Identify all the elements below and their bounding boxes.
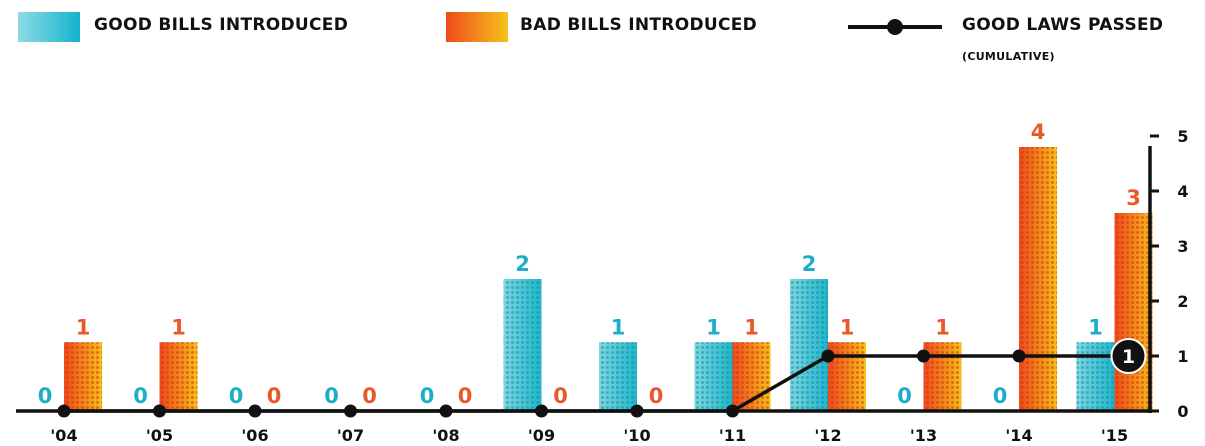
good-bill-bar-texture <box>790 279 828 411</box>
good-bill-value-label: 2 <box>515 252 530 276</box>
good-laws-end-label: 1 <box>1122 346 1135 368</box>
good-bill-value-label: 0 <box>38 384 53 408</box>
good-bill-value-label: 0 <box>133 384 148 408</box>
bad-bill-value-label: 0 <box>553 384 568 408</box>
good-bill-bar-texture <box>599 342 637 411</box>
good-bill-bar-texture <box>504 279 542 411</box>
bad-bill-bar-texture <box>160 342 198 411</box>
good-laws-point <box>726 405 739 418</box>
bad-bill-value-label: 0 <box>649 384 664 408</box>
good-laws-point <box>153 405 166 418</box>
good-laws-point <box>58 405 71 418</box>
y-tick-label: 5 <box>1177 127 1188 146</box>
good-bill-value-label: 1 <box>611 315 626 339</box>
y-tick-label: 2 <box>1177 292 1188 311</box>
good-bill-value-label: 0 <box>897 384 912 408</box>
bad-bill-value-label: 0 <box>267 384 282 408</box>
x-tick-label: '15 <box>1101 426 1128 445</box>
x-tick-label: '08 <box>432 426 459 445</box>
x-tick-label: '07 <box>337 426 364 445</box>
good-laws-point <box>344 405 357 418</box>
x-tick-label: '09 <box>528 426 555 445</box>
good-bill-value-label: 0 <box>324 384 339 408</box>
good-laws-point <box>631 405 644 418</box>
bad-bill-bar-texture <box>64 342 102 411</box>
bad-bill-value-label: 1 <box>935 315 950 339</box>
bad-bill-value-label: 1 <box>744 315 759 339</box>
bad-bill-bar-texture <box>924 342 962 411</box>
good-bill-value-label: 0 <box>420 384 435 408</box>
good-laws-point <box>249 405 262 418</box>
bad-bill-value-label: 1 <box>171 315 186 339</box>
good-laws-point <box>535 405 548 418</box>
bad-bill-value-label: 4 <box>1031 120 1046 144</box>
bad-bill-bar-texture <box>1115 213 1153 411</box>
good-laws-point <box>917 350 930 363</box>
good-bill-value-label: 0 <box>993 384 1008 408</box>
x-tick-label: '11 <box>719 426 746 445</box>
bars-layer <box>64 147 1153 411</box>
x-tick-label: '05 <box>146 426 173 445</box>
x-tick-label: '04 <box>50 426 77 445</box>
good-bill-value-label: 2 <box>802 252 817 276</box>
x-tick-label: '13 <box>910 426 937 445</box>
bad-bill-value-label: 0 <box>458 384 473 408</box>
x-tick-label: '06 <box>241 426 268 445</box>
good-bill-bar-texture <box>695 342 733 411</box>
x-tick-label: '10 <box>623 426 650 445</box>
bad-bill-bar-texture <box>1019 147 1057 411</box>
good-bill-bar-texture <box>1077 342 1115 411</box>
bad-bill-value-label: 0 <box>362 384 377 408</box>
good-laws-point <box>822 350 835 363</box>
good-bill-value-label: 0 <box>229 384 244 408</box>
y-tick-label: 1 <box>1177 347 1188 366</box>
bad-bill-value-label: 3 <box>1126 186 1141 210</box>
x-tick-label: '12 <box>814 426 841 445</box>
bad-bill-value-label: 1 <box>76 315 91 339</box>
good-laws-point <box>1013 350 1026 363</box>
good-bill-value-label: 1 <box>706 315 721 339</box>
good-laws-point <box>440 405 453 418</box>
bad-bill-bar-texture <box>828 342 866 411</box>
y-tick-label: 3 <box>1177 237 1188 256</box>
y-tick-label: 0 <box>1177 402 1188 421</box>
y-tick-label: 4 <box>1177 182 1188 201</box>
x-tick-label: '14 <box>1005 426 1032 445</box>
good-bill-value-label: 1 <box>1088 315 1103 339</box>
bad-bill-value-label: 1 <box>840 315 855 339</box>
